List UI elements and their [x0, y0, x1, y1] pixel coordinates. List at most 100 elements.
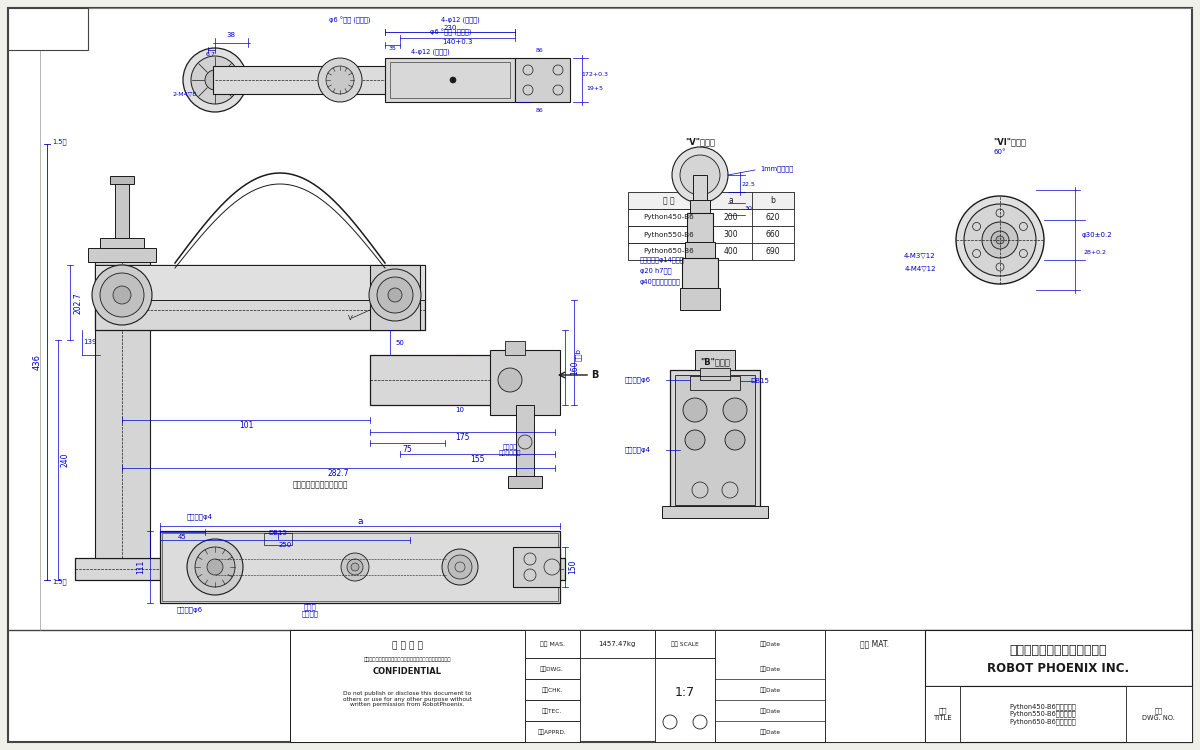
- Bar: [628, 192, 794, 209]
- Circle shape: [982, 222, 1018, 258]
- Circle shape: [352, 563, 359, 571]
- Bar: [110, 176, 134, 184]
- Text: a: a: [358, 517, 362, 526]
- Text: 86: 86: [536, 47, 544, 53]
- Text: Python650-B6: Python650-B6: [643, 248, 695, 254]
- Bar: [685, 242, 715, 260]
- Circle shape: [347, 559, 364, 575]
- Bar: [526, 630, 580, 658]
- Text: 45: 45: [178, 534, 186, 540]
- Text: 4-M4▽12: 4-M4▽12: [905, 265, 936, 271]
- Text: φ20 h7轴径: φ20 h7轴径: [640, 268, 672, 274]
- Text: 172+0.3: 172+0.3: [582, 73, 608, 77]
- Text: 用户气管φ6: 用户气管φ6: [176, 607, 203, 613]
- Text: 300: 300: [724, 230, 738, 239]
- Text: 86: 86: [536, 107, 544, 112]
- Text: 160: 160: [570, 361, 580, 375]
- Text: 250: 250: [278, 542, 292, 548]
- Text: 比例 SCALE: 比例 SCALE: [671, 641, 698, 646]
- Circle shape: [326, 66, 354, 94]
- Bar: [516, 405, 534, 480]
- Text: 60°: 60°: [994, 149, 1007, 155]
- Bar: [826, 630, 925, 742]
- Bar: [100, 238, 144, 248]
- Bar: [710, 243, 752, 260]
- Text: 200: 200: [724, 213, 738, 222]
- Text: DB15: DB15: [269, 530, 288, 536]
- Text: 38: 38: [227, 32, 235, 38]
- Bar: [628, 226, 794, 243]
- Bar: [710, 209, 752, 226]
- Text: 1mm平面切槽: 1mm平面切槽: [760, 166, 793, 172]
- Text: ROBOT PHOENIX INC.: ROBOT PHOENIX INC.: [988, 662, 1129, 676]
- Bar: [670, 370, 760, 510]
- Text: 日期Date: 日期Date: [760, 687, 780, 693]
- Circle shape: [182, 48, 247, 112]
- Text: 620: 620: [766, 213, 780, 222]
- Bar: [628, 209, 794, 226]
- Circle shape: [498, 368, 522, 392]
- Circle shape: [92, 265, 152, 325]
- Text: 材料 MAT.: 材料 MAT.: [860, 640, 889, 649]
- Circle shape: [683, 398, 707, 422]
- Text: 240: 240: [60, 453, 70, 467]
- Circle shape: [205, 70, 226, 90]
- Text: 济南翼菲自动化科技有限公司: 济南翼菲自动化科技有限公司: [1009, 644, 1108, 656]
- Circle shape: [388, 288, 402, 302]
- Text: 75: 75: [402, 445, 412, 454]
- Text: 230: 230: [443, 25, 457, 31]
- Bar: [686, 213, 713, 245]
- Text: 282.7: 282.7: [328, 470, 349, 478]
- Text: 用户气管φ4: 用户气管φ4: [187, 514, 214, 520]
- Text: 审核CHK.: 审核CHK.: [541, 687, 563, 693]
- Bar: [115, 183, 130, 238]
- Text: Python450-B6: Python450-B6: [643, 214, 695, 220]
- Bar: [925, 686, 960, 742]
- Text: 175: 175: [455, 433, 469, 442]
- Text: b: b: [770, 196, 775, 205]
- Circle shape: [722, 398, 746, 422]
- Bar: [752, 243, 794, 260]
- Text: 工艺TEC.: 工艺TEC.: [542, 708, 562, 714]
- Text: 28+0.2: 28+0.2: [1084, 250, 1106, 254]
- Bar: [655, 630, 715, 658]
- Bar: [95, 260, 150, 558]
- Bar: [580, 630, 655, 658]
- Bar: [515, 58, 570, 102]
- Bar: [662, 506, 768, 518]
- Bar: [710, 226, 752, 243]
- Text: 日期Date: 日期Date: [760, 729, 780, 735]
- Text: 155: 155: [469, 455, 485, 464]
- Text: 指示灯
按用按钮: 指示灯 按用按钮: [301, 603, 318, 617]
- Text: 4-φ12 (安装孔): 4-φ12 (安装孔): [440, 16, 479, 23]
- Text: 1:7: 1:7: [674, 686, 695, 698]
- Bar: [88, 248, 156, 262]
- Circle shape: [370, 269, 421, 321]
- Text: 202.7: 202.7: [73, 292, 83, 314]
- Text: 139: 139: [83, 339, 97, 345]
- Bar: [290, 630, 526, 742]
- Text: φ40机械停止位直径: φ40机械停止位直径: [640, 279, 680, 285]
- Circle shape: [448, 555, 472, 579]
- Text: "B"部详图: "B"部详图: [700, 358, 730, 367]
- Text: 用户气管φ4: 用户气管φ4: [625, 447, 650, 453]
- Bar: [214, 66, 454, 94]
- Text: 4-φ12 (安装孔): 4-φ12 (安装孔): [410, 49, 449, 55]
- Text: 111: 111: [137, 560, 145, 574]
- Text: 日期Date: 日期Date: [760, 641, 780, 646]
- Bar: [526, 679, 580, 700]
- Bar: [752, 192, 794, 209]
- Circle shape: [100, 273, 144, 317]
- Circle shape: [964, 204, 1036, 276]
- Circle shape: [725, 430, 745, 450]
- Bar: [628, 243, 794, 260]
- Text: 22.5: 22.5: [742, 182, 755, 187]
- Text: 150: 150: [569, 560, 577, 574]
- Circle shape: [442, 549, 478, 585]
- Text: 1.5倍: 1.5倍: [53, 579, 67, 585]
- Text: 机 型: 机 型: [664, 196, 674, 205]
- Text: φ6 °空管 (安位孔): φ6 °空管 (安位孔): [430, 28, 472, 36]
- Bar: [690, 200, 710, 215]
- Text: 注：机械停止位的冲程余量: 注：机械停止位的冲程余量: [293, 481, 348, 490]
- Text: 批准APPRD.: 批准APPRD.: [538, 729, 566, 735]
